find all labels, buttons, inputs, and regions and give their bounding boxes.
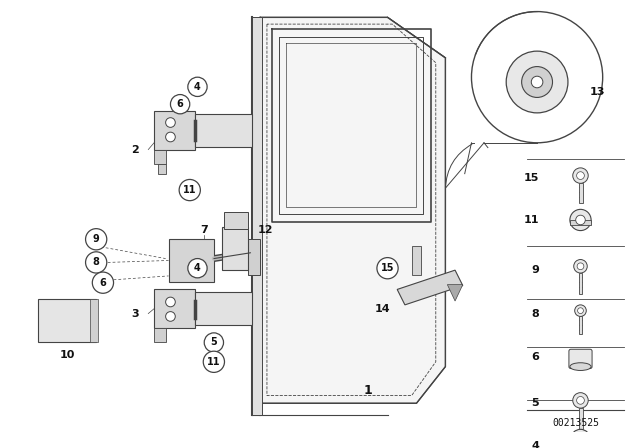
Circle shape [166, 297, 175, 307]
Text: 3: 3 [131, 309, 139, 319]
Text: 6: 6 [177, 99, 184, 109]
Polygon shape [195, 114, 252, 146]
Circle shape [179, 180, 200, 201]
FancyBboxPatch shape [569, 349, 592, 369]
Circle shape [188, 77, 207, 96]
Circle shape [166, 118, 175, 127]
Text: 9: 9 [531, 265, 539, 275]
Circle shape [577, 308, 584, 314]
Bar [579, 273, 582, 294]
Text: 13: 13 [590, 86, 605, 97]
Polygon shape [412, 246, 421, 275]
Text: 8: 8 [93, 258, 100, 267]
Ellipse shape [570, 363, 591, 370]
Circle shape [577, 263, 584, 270]
Text: 7: 7 [200, 224, 208, 235]
Text: 12: 12 [257, 224, 273, 235]
Text: 5: 5 [531, 398, 539, 408]
Circle shape [166, 312, 175, 321]
Bar [579, 316, 582, 334]
Polygon shape [154, 150, 166, 164]
Polygon shape [195, 293, 252, 325]
Text: 1: 1 [364, 384, 372, 397]
Polygon shape [90, 299, 98, 342]
Circle shape [573, 259, 588, 273]
Text: 5: 5 [211, 337, 217, 348]
Circle shape [204, 333, 223, 352]
Circle shape [522, 67, 552, 98]
Text: 11: 11 [183, 185, 196, 195]
Polygon shape [260, 17, 445, 403]
Circle shape [188, 258, 207, 278]
Polygon shape [38, 299, 96, 342]
Circle shape [576, 215, 585, 225]
Polygon shape [158, 164, 166, 174]
Polygon shape [221, 227, 248, 270]
Circle shape [573, 168, 588, 183]
Bar [570, 220, 591, 225]
Circle shape [570, 209, 591, 231]
Bar [571, 439, 590, 444]
Circle shape [472, 12, 603, 143]
Polygon shape [248, 239, 260, 275]
Text: 2: 2 [131, 145, 139, 155]
Circle shape [166, 132, 175, 142]
Circle shape [204, 351, 225, 372]
Text: 4: 4 [194, 82, 201, 92]
Circle shape [577, 396, 584, 404]
Polygon shape [154, 328, 166, 342]
Circle shape [571, 429, 590, 448]
Polygon shape [447, 284, 463, 301]
Polygon shape [397, 270, 463, 305]
Text: 6: 6 [531, 352, 539, 362]
Circle shape [531, 76, 543, 88]
Bar [579, 183, 584, 202]
Circle shape [577, 172, 584, 180]
Text: 10: 10 [60, 350, 75, 360]
Polygon shape [252, 17, 262, 415]
Text: 8: 8 [531, 309, 539, 319]
Text: 4: 4 [194, 263, 201, 273]
Text: 15: 15 [381, 263, 394, 273]
Circle shape [576, 435, 585, 444]
Text: 9: 9 [93, 234, 100, 244]
Text: 15: 15 [524, 173, 539, 184]
Circle shape [86, 252, 107, 273]
Polygon shape [223, 212, 248, 228]
Circle shape [575, 305, 586, 316]
Text: 4: 4 [531, 441, 539, 448]
Polygon shape [154, 111, 195, 150]
Circle shape [170, 95, 189, 114]
Polygon shape [154, 289, 195, 328]
Circle shape [92, 272, 113, 293]
Circle shape [573, 392, 588, 408]
Text: 6: 6 [100, 278, 106, 288]
Text: 11: 11 [524, 215, 539, 225]
Text: 14: 14 [375, 304, 390, 314]
Polygon shape [168, 239, 214, 282]
Text: 00213525: 00213525 [552, 418, 599, 427]
Bar [579, 408, 584, 429]
Circle shape [86, 228, 107, 250]
Circle shape [506, 51, 568, 113]
Circle shape [377, 258, 398, 279]
Text: 11: 11 [207, 357, 221, 367]
